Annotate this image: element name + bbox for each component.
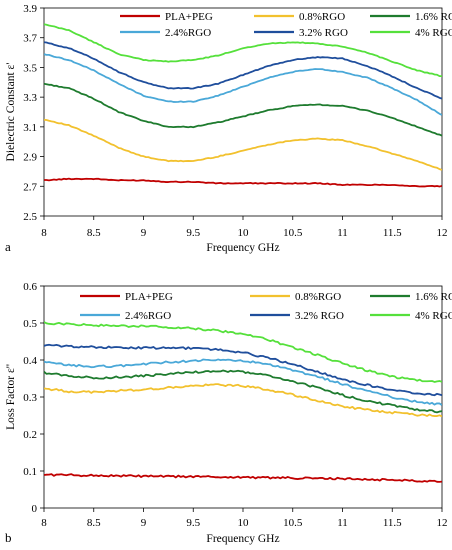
x-tick-label: 8.5	[87, 227, 101, 239]
y-tick-label: 0	[32, 503, 38, 515]
series-line-0-8-rgo	[44, 383, 442, 418]
legend-label: 1.6% RGO	[415, 11, 452, 23]
series-line-4-rgo	[44, 321, 442, 383]
series-line-pla-peg	[44, 473, 442, 483]
legend-label: PLA+PEG	[125, 291, 173, 303]
y-tick-label: 0.5	[23, 318, 37, 330]
series-line-1-6-rgo	[44, 369, 442, 414]
series-line-3-2-rgo	[44, 343, 442, 397]
y-tick-label: 0.3	[23, 392, 37, 404]
series-line-4-rgo	[44, 23, 442, 78]
chart-panel-b: 8 8.5 9 9.5 10 10.5 11 11.5 12 0 0.1 0.2 0.3 0.4 0.5 0.…	[5, 281, 452, 545]
x-tick-label: 11	[337, 227, 348, 239]
x-tick-label: 10	[238, 517, 250, 529]
legend-label: 3.2% RGO	[299, 27, 348, 39]
legend-label: PLA+PEG	[165, 11, 213, 23]
x-tick-label: 9	[141, 227, 147, 239]
legend-label: 3.2% RGO	[295, 310, 344, 322]
x-tick-label: 9.5	[186, 227, 200, 239]
legend-label: 0.8%RGO	[295, 291, 341, 303]
x-tick-label: 11.5	[383, 517, 402, 529]
y-tick-label: 3.5	[23, 62, 37, 74]
series-line-pla-peg	[44, 177, 442, 188]
series-line-2-4-rgo	[44, 53, 442, 116]
chart-panel-a: 8 8.5 9 9.5 10 10.5 11 11.5 12 2.5 2.7 2.9 3.1 3.3 3.5…	[5, 3, 452, 254]
x-tick-label: 11.5	[383, 227, 402, 239]
x-axis-title: Frequency GHz	[206, 533, 279, 545]
y-tick-label: 0.2	[23, 429, 37, 441]
legend-label: 4% RGO	[415, 27, 452, 39]
y-tick-label: 3.7	[23, 33, 37, 45]
legend-label: 4% RGO	[415, 310, 452, 322]
x-tick-label: 9	[141, 517, 147, 529]
plot-frame	[43, 285, 443, 509]
series-line-1-6-rgo	[44, 82, 442, 137]
y-tick-label: 2.7	[23, 181, 37, 193]
series-line-3-2-rgo	[44, 41, 442, 100]
x-tick-label: 10	[238, 227, 250, 239]
y-tick-label: 2.9	[23, 152, 37, 164]
panel-label: b	[5, 530, 12, 545]
series-line-2-4-rgo	[44, 358, 442, 406]
x-axis-title: Frequency GHz	[206, 242, 279, 254]
y-tick-label: 0.4	[23, 355, 37, 367]
x-tick-label: 12	[437, 227, 448, 239]
legend-label: 2.4%RGO	[125, 310, 171, 322]
y-axis-title: Dielectric Constant ε'	[5, 63, 17, 162]
panel-label: a	[5, 239, 11, 254]
x-tick-label: 8	[41, 517, 47, 529]
x-tick-label: 12	[437, 517, 448, 529]
y-tick-label: 0.1	[23, 466, 37, 478]
y-tick-label: 2.5	[23, 211, 37, 223]
series-line-0-8-rgo	[44, 118, 442, 171]
legend-label: 2.4%RGO	[165, 27, 211, 39]
legend-label: 0.8%RGO	[299, 11, 345, 23]
y-tick-label: 3.3	[23, 92, 37, 104]
y-axis-title: Loss Factor ε''	[5, 364, 17, 430]
x-tick-label: 10.5	[283, 227, 303, 239]
legend-label: 1.6% RGO	[415, 291, 452, 303]
y-tick-label: 3.9	[23, 3, 37, 15]
y-tick-label: 3.1	[23, 122, 37, 134]
x-tick-label: 10.5	[283, 517, 303, 529]
x-tick-label: 9.5	[186, 517, 200, 529]
x-tick-label: 11	[337, 517, 348, 529]
x-tick-label: 8.5	[87, 517, 101, 529]
x-tick-label: 8	[41, 227, 47, 239]
y-tick-label: 0.6	[23, 281, 37, 293]
